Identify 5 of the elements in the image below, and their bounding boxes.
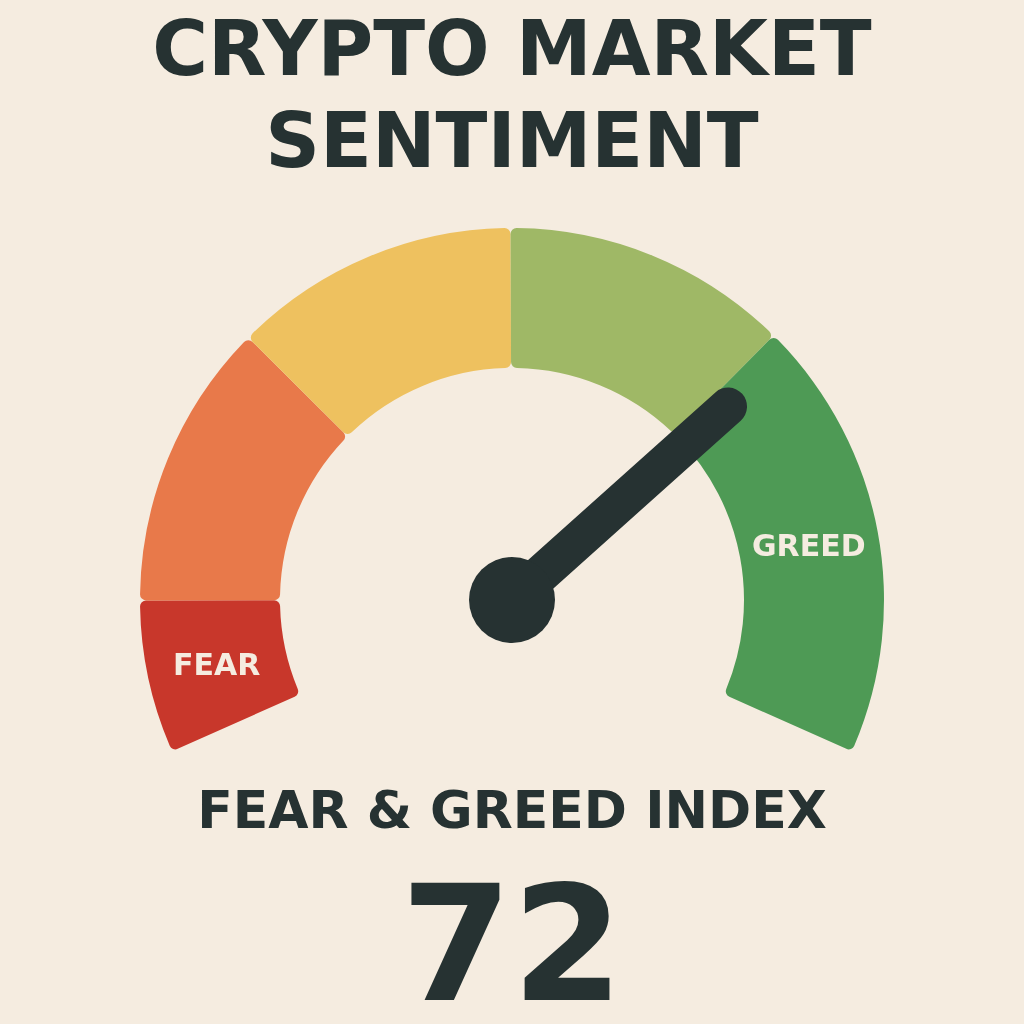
- slice-label: FEAR: [172, 646, 261, 682]
- slice-label: GREED: [751, 528, 866, 564]
- text: FEAR & GREED INDEX: [197, 780, 827, 840]
- text: 72: [400, 851, 624, 1024]
- chart-title: CRYPTO MARKET SENTIMENT: [152, 4, 872, 185]
